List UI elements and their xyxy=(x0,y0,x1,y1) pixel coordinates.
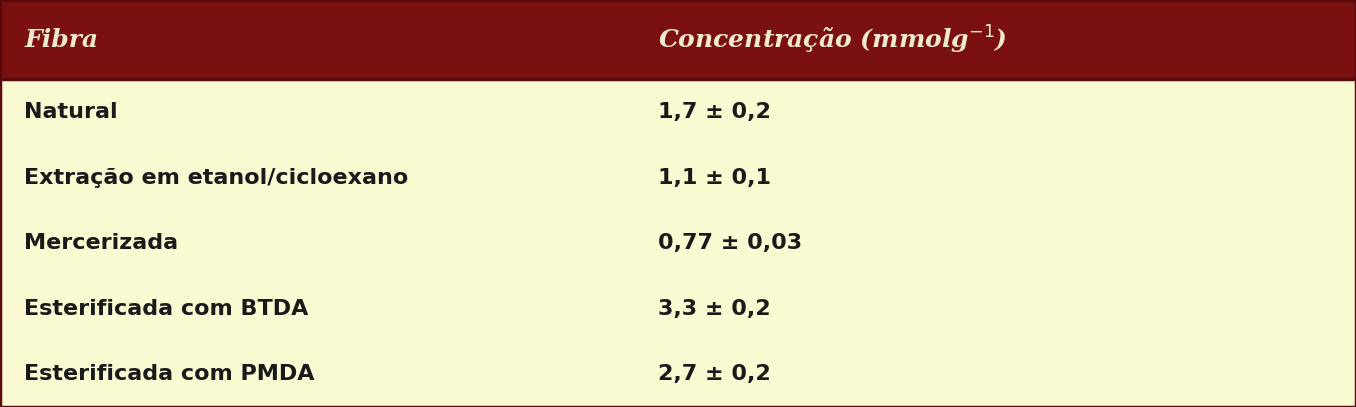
Bar xyxy=(0,0,1356,79)
Text: 1,7 ± 0,2: 1,7 ± 0,2 xyxy=(658,102,770,122)
Text: Mercerizada: Mercerizada xyxy=(24,233,179,253)
Text: Esterificada com BTDA: Esterificada com BTDA xyxy=(24,299,309,319)
Text: 0,77 ± 0,03: 0,77 ± 0,03 xyxy=(658,233,801,253)
Text: 2,7 ± 0,2: 2,7 ± 0,2 xyxy=(658,364,770,384)
Bar xyxy=(0,79,1356,407)
Text: Esterificada com PMDA: Esterificada com PMDA xyxy=(24,364,315,384)
Text: Natural: Natural xyxy=(24,102,118,122)
Text: Extração em etanol/cicloexano: Extração em etanol/cicloexano xyxy=(24,168,408,188)
Text: 1,1 ± 0,1: 1,1 ± 0,1 xyxy=(658,168,770,188)
Text: Fibra: Fibra xyxy=(24,28,99,52)
Text: 3,3 ± 0,2: 3,3 ± 0,2 xyxy=(658,299,770,319)
Text: Concentração (mmolg$^{-1}$): Concentração (mmolg$^{-1}$) xyxy=(658,24,1008,56)
